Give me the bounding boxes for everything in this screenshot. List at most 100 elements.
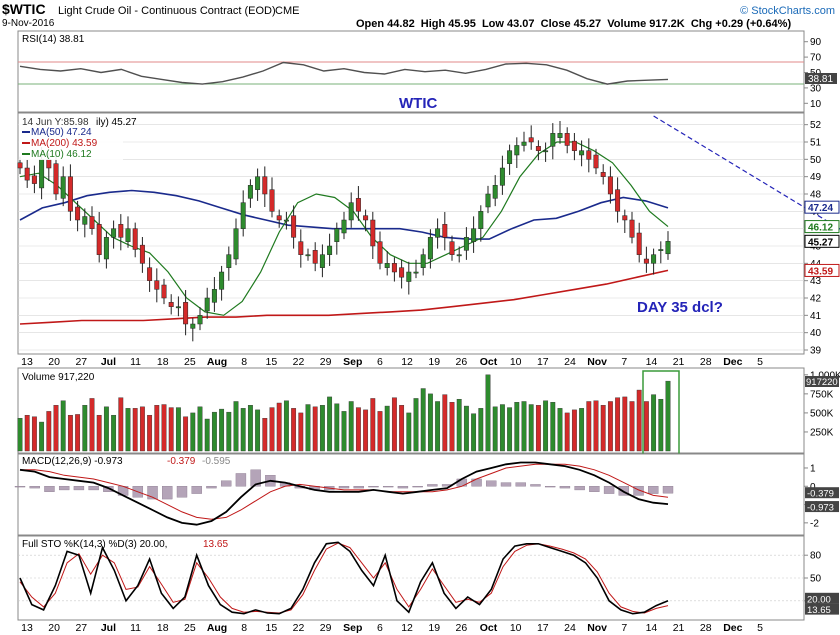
x-axis-label: 15	[265, 622, 277, 634]
chart-symbol: $WTIC	[2, 1, 46, 17]
price-tick-51: 51	[810, 138, 822, 149]
x-axis-label: 15	[265, 356, 277, 368]
volume-bar	[528, 404, 534, 452]
x-axis-label: 6	[377, 356, 383, 368]
downtrend-line	[653, 115, 840, 230]
wtic-annotation: WTIC	[399, 95, 437, 112]
candle-body	[31, 175, 37, 184]
volume-bar	[665, 380, 671, 452]
candle-body	[247, 185, 253, 199]
stochastic-value-label-tag	[805, 592, 839, 604]
x-axis-label: 21	[673, 356, 685, 368]
macd-histogram-bar	[544, 486, 556, 488]
candle-body	[190, 323, 196, 329]
volume-bar	[384, 405, 390, 452]
x-axis-label: 7	[621, 622, 627, 634]
candle-body	[435, 228, 441, 238]
candle-body	[499, 167, 505, 186]
price-tag-box	[804, 263, 840, 277]
volume-bar	[341, 411, 347, 452]
macd-histogram-bar	[486, 480, 497, 487]
volume-bar	[557, 408, 563, 452]
volume-bar	[471, 413, 477, 452]
candle-body	[75, 206, 81, 221]
volume-bar	[82, 405, 88, 452]
volume-bar	[118, 397, 124, 452]
candle-body	[607, 176, 613, 195]
macd-histogram-bar	[353, 486, 364, 489]
volume-bar	[17, 418, 23, 452]
x-axis-label: 6	[377, 622, 383, 634]
candle-body	[183, 302, 189, 325]
price-tick-48: 48	[810, 190, 822, 201]
price-legend: 14 Jun Y:85.98 ily) 45.27 MA(50) 47.24 M…	[19, 114, 137, 160]
volume-bar	[247, 405, 253, 452]
macd-histogram-bar	[382, 486, 394, 488]
candle-body	[593, 154, 599, 169]
candle-body	[211, 289, 217, 303]
volume-bar	[658, 398, 664, 452]
candle-body	[384, 263, 390, 268]
x-axis-label: 25	[184, 622, 196, 634]
volume-bar	[132, 408, 138, 452]
macd-histogram-bar	[14, 486, 26, 488]
candle-body	[586, 150, 592, 160]
x-axis-label: Dec	[723, 356, 742, 368]
volume-bar	[586, 401, 592, 452]
chart-description: Light Crude Oil - Continuous Contract (E…	[58, 5, 276, 17]
candle-body	[276, 215, 282, 221]
volume-bar	[175, 407, 181, 452]
candle-body	[399, 267, 405, 278]
x-axis-label: 21	[673, 622, 685, 634]
x-axis-label: 25	[184, 356, 196, 368]
x-axis-label: 28	[700, 622, 712, 634]
macd-histogram-bar	[73, 486, 85, 491]
volume-bar	[204, 418, 210, 452]
volume-bar	[161, 404, 167, 452]
candle-body	[427, 237, 433, 260]
price-panel-frame	[17, 112, 805, 355]
stochastic-d-line	[19, 542, 669, 614]
volume-bar	[197, 406, 203, 452]
candle-body	[233, 228, 239, 260]
volume-bar	[24, 414, 30, 452]
volume-tick: 500K	[810, 408, 834, 419]
x-axis-label: 22	[293, 622, 305, 634]
price-tag-box	[804, 200, 840, 214]
x-axis-label: 13	[21, 356, 33, 368]
volume-bar	[629, 401, 635, 452]
candle-body	[226, 254, 232, 268]
volume-bar	[420, 388, 426, 452]
candle-body	[363, 215, 369, 221]
price-legend-box	[19, 114, 123, 160]
stochastic-tick: 80	[810, 551, 822, 562]
candle-body	[255, 176, 261, 190]
macd-histogram-bar	[530, 484, 541, 487]
x-axis-label: 17	[537, 356, 549, 368]
volume-bar	[255, 409, 261, 452]
volume-tick: 750K	[810, 389, 834, 400]
macd-histogram-bar	[603, 486, 615, 494]
rsi-panel-frame	[17, 30, 805, 113]
candle-body	[449, 241, 455, 255]
volume-bar	[600, 405, 606, 452]
volume-bar	[60, 400, 66, 452]
volume-bar	[139, 406, 145, 452]
volume-bar	[593, 400, 599, 452]
rsi-legend-box	[19, 33, 95, 45]
volume-bar	[370, 398, 376, 452]
volume-bar	[154, 405, 160, 452]
x-axis-label: 17	[537, 622, 549, 634]
volume-bar	[226, 411, 232, 452]
volume-bar	[514, 402, 520, 452]
volume-bar	[53, 405, 59, 452]
volume-bar	[550, 402, 556, 452]
x-axis-label: Aug	[207, 622, 227, 634]
x-axis-label: 10	[510, 356, 522, 368]
price-tick-40: 40	[810, 328, 822, 339]
volume-bar	[240, 408, 246, 452]
macd-legend: MACD(12,26,9) -0.973	[22, 456, 123, 467]
x-axis-label: 8	[241, 622, 247, 634]
candle-body	[355, 198, 361, 212]
x-axis-label: 7	[621, 356, 627, 368]
